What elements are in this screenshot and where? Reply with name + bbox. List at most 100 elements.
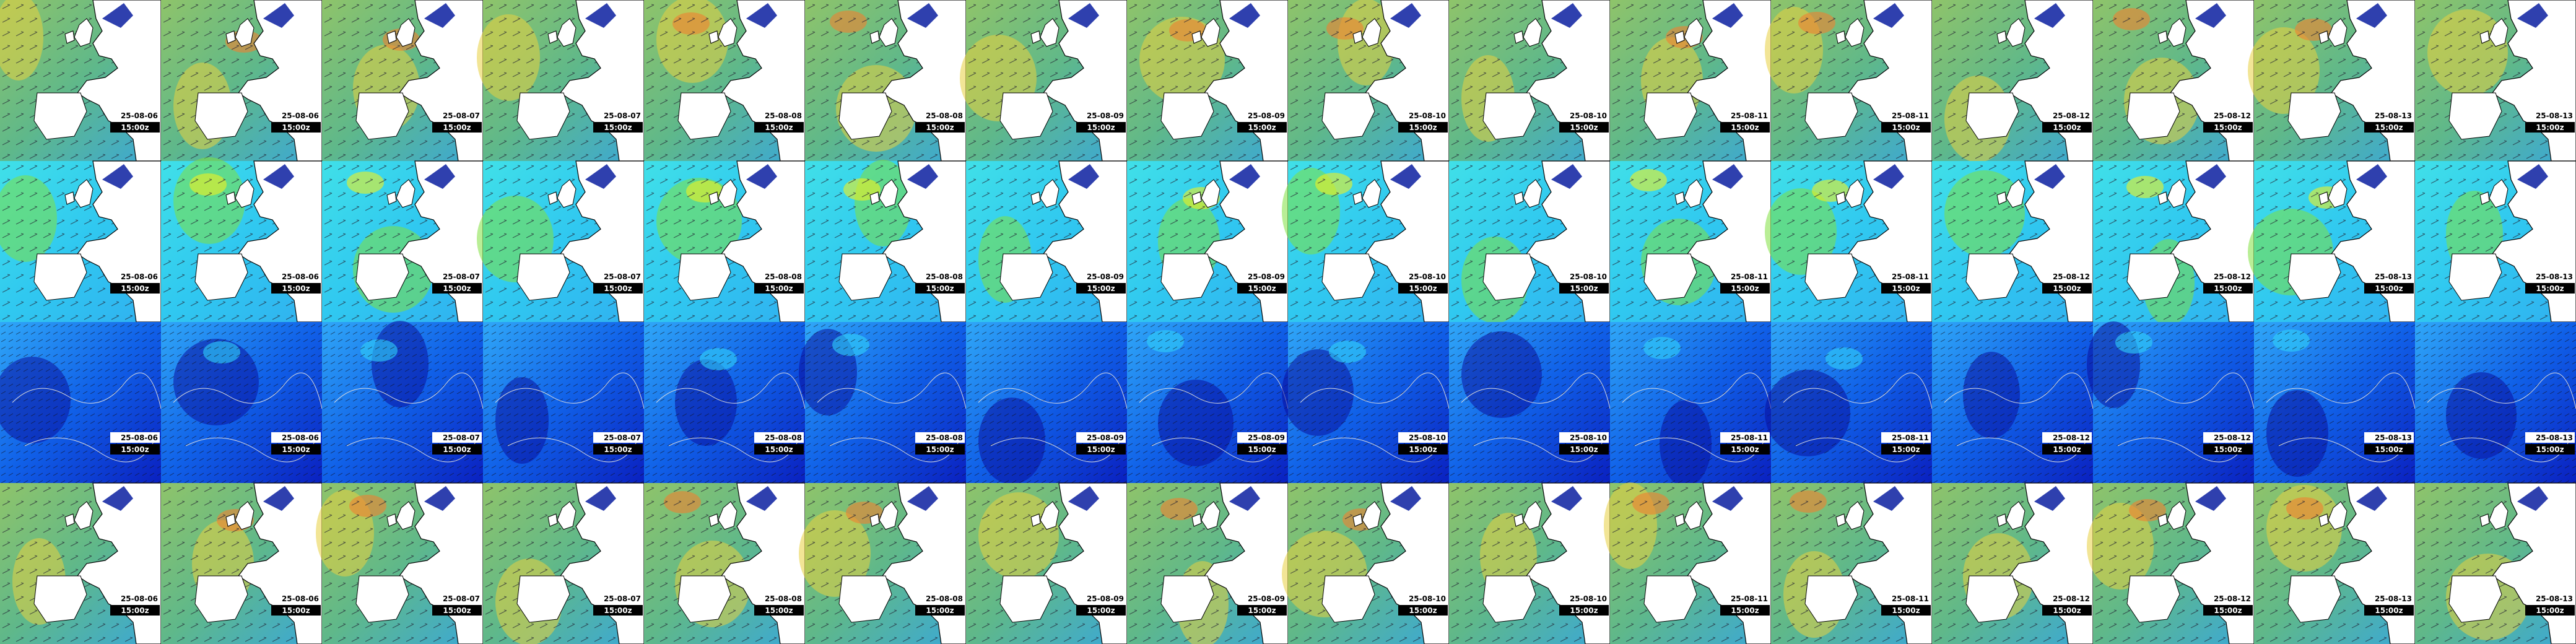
time-box — [593, 605, 643, 616]
map-tile: 25-08-06 15:00z — [0, 0, 162, 162]
date-box — [432, 593, 482, 604]
map-tile: 25-08-13 15:00z — [2415, 322, 2576, 483]
time-box — [1398, 122, 1448, 133]
time-box — [2525, 122, 2575, 133]
coastline — [1139, 372, 1289, 463]
map-tile: 25-08-12 15:00z — [1932, 482, 2094, 644]
time-box — [2203, 122, 2253, 133]
time-box — [1881, 283, 1931, 294]
time-label: 15:00z — [2214, 445, 2242, 454]
time-label: 15:00z — [2375, 123, 2403, 132]
date-label: 25-08-10 — [1570, 594, 1607, 603]
time-box — [432, 605, 482, 616]
time-label: 15:00z — [604, 284, 632, 293]
map-tile: 25-08-08 15:00z — [799, 482, 967, 644]
time-box — [271, 444, 321, 455]
date-label: 25-08-06 — [282, 433, 319, 442]
date-label: 25-08-07 — [604, 272, 641, 281]
time-box — [110, 605, 160, 616]
map-tile: 25-08-06 15:00z — [161, 322, 323, 483]
time-label: 15:00z — [121, 284, 149, 293]
time-box — [1076, 122, 1126, 133]
map-tile: 25-08-10 15:00z — [1282, 160, 1450, 323]
date-label: 25-08-09 — [1248, 111, 1285, 120]
time-label: 15:00z — [2214, 606, 2242, 615]
date-label: 25-08-12 — [2053, 111, 2090, 120]
map-tile: 25-08-12 15:00z — [1932, 0, 2094, 162]
time-box — [1559, 122, 1609, 133]
map-tile: 25-08-07 15:00z — [322, 0, 484, 162]
time-label: 15:00z — [765, 445, 793, 454]
date-label: 25-08-08 — [926, 594, 963, 603]
date-label: 25-08-08 — [765, 111, 802, 120]
wind-arrows — [644, 322, 805, 483]
coastline — [173, 372, 323, 463]
date-box — [1398, 110, 1448, 121]
date-box — [1559, 432, 1609, 443]
map-tile: 25-08-07 15:00z — [322, 160, 484, 323]
time-box — [2364, 605, 2414, 616]
time-box — [2364, 283, 2414, 294]
date-box — [2525, 110, 2575, 121]
date-box — [1720, 110, 1770, 121]
time-label: 15:00z — [1570, 284, 1598, 293]
time-box — [432, 122, 482, 133]
time-box — [432, 283, 482, 294]
date-box — [915, 271, 965, 282]
time-box — [1237, 605, 1287, 616]
time-label: 15:00z — [926, 284, 954, 293]
map-tile: 25-08-08 15:00z — [644, 482, 806, 644]
time-label: 15:00z — [2053, 445, 2081, 454]
date-box — [1559, 271, 1609, 282]
wind-arrows — [1288, 322, 1449, 483]
date-label: 25-08-09 — [1248, 272, 1285, 281]
time-box — [2525, 444, 2575, 455]
date-label: 25-08-07 — [604, 594, 641, 603]
map-tile: 25-08-11 15:00z — [1610, 0, 1772, 162]
map-tile: 25-08-12 15:00z — [2087, 482, 2255, 644]
map-tile: 25-08-10 15:00z — [1449, 160, 1611, 323]
coastline — [1944, 372, 2094, 463]
date-label: 25-08-11 — [1892, 272, 1929, 281]
map-tile: 25-08-13 15:00z — [2248, 160, 2416, 323]
map-tile: 25-08-07 15:00z — [483, 322, 645, 483]
date-box — [2042, 110, 2092, 121]
date-label: 25-08-09 — [1248, 433, 1285, 442]
coastline — [334, 372, 484, 463]
date-label: 25-08-08 — [926, 433, 963, 442]
time-label: 15:00z — [282, 606, 310, 615]
date-box — [1237, 110, 1287, 121]
time-label: 15:00z — [443, 445, 471, 454]
time-box — [2203, 444, 2253, 455]
date-box — [1720, 271, 1770, 282]
time-label: 15:00z — [926, 445, 954, 454]
date-box — [754, 593, 804, 604]
map-tile: 25-08-09 15:00z — [1127, 160, 1289, 323]
map-tile: 25-08-08 15:00z — [644, 160, 806, 323]
time-label: 15:00z — [1248, 284, 1276, 293]
map-tile: 25-08-07 15:00z — [316, 482, 484, 644]
time-label: 15:00z — [1248, 123, 1276, 132]
time-label: 15:00z — [2375, 606, 2403, 615]
date-box — [2364, 110, 2414, 121]
map-tile: 25-08-13 15:00z — [2254, 482, 2416, 644]
date-label: 25-08-09 — [1087, 433, 1124, 442]
time-label: 15:00z — [604, 445, 632, 454]
date-box — [2364, 593, 2414, 604]
time-box — [1720, 444, 1770, 455]
coastline — [817, 372, 967, 463]
wind-arrows — [161, 322, 322, 483]
time-box — [915, 605, 965, 616]
time-label: 15:00z — [2053, 123, 2081, 132]
wind-arrows — [1127, 322, 1288, 483]
map-tile: 25-08-12 15:00z — [1932, 322, 2094, 483]
date-box — [1881, 271, 1931, 282]
map-tile: 25-08-10 15:00z — [1449, 482, 1611, 644]
date-box — [110, 593, 160, 604]
wind-arrows — [483, 322, 644, 483]
date-label: 25-08-10 — [1409, 433, 1446, 442]
date-label: 25-08-11 — [1731, 111, 1768, 120]
coastline — [12, 372, 162, 463]
